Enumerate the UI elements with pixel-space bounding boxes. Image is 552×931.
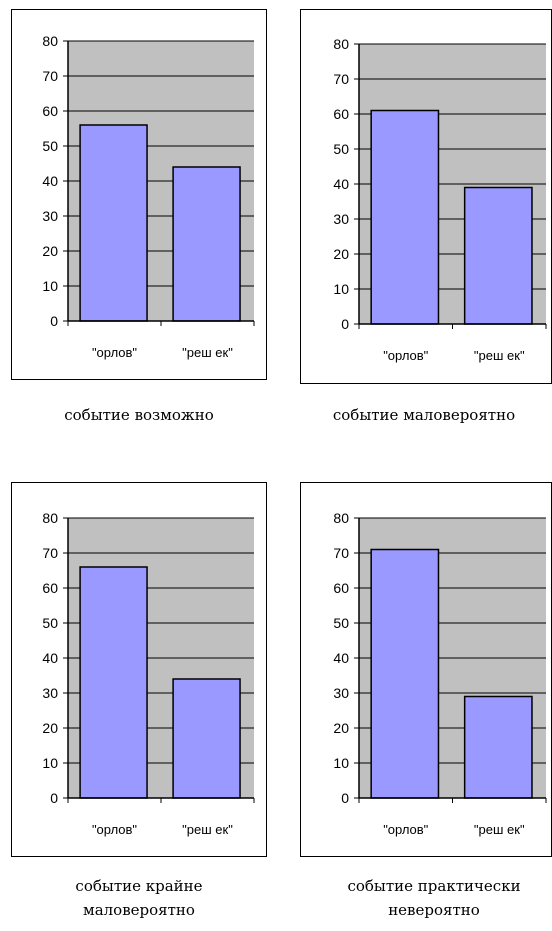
caption-extremely-unlikely: событие крайне маловероятно bbox=[75, 877, 203, 919]
chart-panel-unlikely: 0 10 20 30 40 50 60 70 80 "орлов" "реш ек" bbox=[300, 9, 552, 384]
bar bbox=[172, 166, 241, 322]
y-tick-label: 80 bbox=[42, 33, 58, 49]
caption-possible: событие возможно bbox=[64, 406, 214, 424]
chart-panel-practically-impossible: 0 10 20 30 40 50 60 70 80 "орлов" "реш ек" bbox=[300, 482, 552, 857]
y-tick-label: 50 bbox=[42, 138, 58, 154]
y-tick-label: 30 bbox=[333, 685, 349, 701]
y-tick-label: 0 bbox=[50, 790, 58, 806]
x-tick-label: "реш ек" bbox=[182, 345, 233, 360]
x-tick-label: "орлов" bbox=[92, 822, 137, 837]
y-tick-label: 30 bbox=[42, 685, 58, 701]
bar bbox=[172, 678, 241, 799]
x-tick-label: "орлов" bbox=[383, 348, 428, 363]
y-tick-label: 10 bbox=[42, 755, 58, 771]
bar-chart-practically-impossible: 0 10 20 30 40 50 60 70 80 "орлов" "реш ек" bbox=[333, 510, 547, 837]
y-tick-label: 50 bbox=[42, 615, 58, 631]
x-tick-label: "орлов" bbox=[92, 345, 137, 360]
y-tick-label: 70 bbox=[42, 545, 58, 561]
y-tick-label: 20 bbox=[333, 246, 349, 262]
y-tick-label: 80 bbox=[42, 510, 58, 526]
caption-practically-impossible: событие практически невероятно bbox=[347, 877, 521, 919]
y-tick-label: 30 bbox=[333, 211, 349, 227]
x-tick-label: "реш ек" bbox=[474, 348, 525, 363]
y-tick-label: 70 bbox=[333, 545, 349, 561]
bar-chart-extremely-unlikely: 0 10 20 30 40 50 60 70 80 "орлов" "реш ек" bbox=[42, 510, 255, 837]
bar bbox=[370, 109, 440, 325]
y-tick-label: 10 bbox=[333, 281, 349, 297]
bar bbox=[463, 186, 533, 325]
y-tick-label: 70 bbox=[333, 71, 349, 87]
bar bbox=[79, 566, 148, 799]
y-tick-label: 40 bbox=[333, 176, 349, 192]
x-tick-label: "орлов" bbox=[383, 822, 428, 837]
x-tick-label: "реш ек" bbox=[474, 822, 525, 837]
x-tick-label: "реш ек" bbox=[182, 822, 233, 837]
y-tick-label: 20 bbox=[42, 243, 58, 259]
y-tick-label: 50 bbox=[333, 141, 349, 157]
bar bbox=[79, 124, 148, 322]
y-tick-label: 0 bbox=[341, 316, 349, 332]
y-tick-label: 40 bbox=[42, 650, 58, 666]
y-tick-label: 60 bbox=[333, 106, 349, 122]
y-tick-label: 0 bbox=[341, 790, 349, 806]
chart-panel-extremely-unlikely: 0 10 20 30 40 50 60 70 80 "орлов" "реш ек" bbox=[11, 482, 267, 857]
y-tick-label: 30 bbox=[42, 208, 58, 224]
bar bbox=[463, 695, 533, 799]
y-tick-label: 40 bbox=[333, 650, 349, 666]
y-tick-label: 10 bbox=[42, 278, 58, 294]
bar bbox=[370, 548, 440, 799]
y-tick-label: 60 bbox=[42, 580, 58, 596]
y-tick-label: 60 bbox=[333, 580, 349, 596]
y-tick-label: 60 bbox=[42, 103, 58, 119]
y-tick-label: 80 bbox=[333, 510, 349, 526]
y-tick-label: 50 bbox=[333, 615, 349, 631]
caption-unlikely: событие маловероятно bbox=[332, 406, 516, 424]
y-tick-label: 20 bbox=[42, 720, 58, 736]
y-tick-label: 40 bbox=[42, 173, 58, 189]
y-tick-label: 10 bbox=[333, 755, 349, 771]
y-tick-label: 20 bbox=[333, 720, 349, 736]
bar-chart-unlikely: 0 10 20 30 40 50 60 70 80 "орлов" "реш ек" bbox=[333, 36, 547, 363]
y-tick-label: 0 bbox=[50, 313, 58, 329]
y-tick-label: 70 bbox=[42, 68, 58, 84]
bar-chart-possible: 0 10 20 30 40 50 60 70 80 "орлов" "реш ек" bbox=[42, 33, 255, 360]
y-tick-label: 80 bbox=[333, 36, 349, 52]
chart-panel-possible: 0 10 20 30 40 50 60 70 80 "орлов" "реш ек" bbox=[11, 9, 267, 380]
